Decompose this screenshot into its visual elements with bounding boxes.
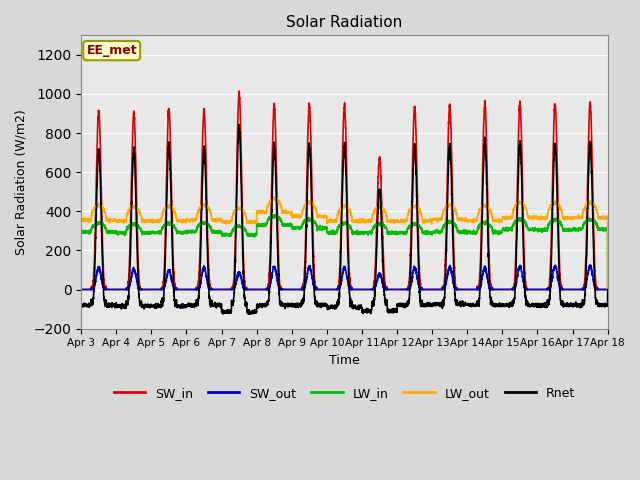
- SW_in: [433, 287, 441, 292]
- SW_out: [586, 262, 594, 268]
- Line: LW_in: LW_in: [81, 215, 608, 289]
- Line: LW_out: LW_out: [81, 197, 608, 289]
- SW_in: [604, 287, 612, 292]
- SW_out: [172, 286, 180, 291]
- Rnet: [433, 300, 441, 306]
- LW_in: [604, 227, 611, 232]
- Rnet: [246, 312, 254, 317]
- SW_in: [77, 287, 85, 292]
- LW_in: [604, 287, 612, 292]
- LW_out: [492, 217, 500, 223]
- Rnet: [604, 303, 611, 309]
- LW_in: [492, 230, 500, 236]
- Line: Rnet: Rnet: [81, 124, 608, 314]
- SW_out: [77, 287, 85, 292]
- LW_out: [604, 214, 611, 219]
- Rnet: [325, 303, 333, 309]
- SW_in: [324, 287, 332, 292]
- LW_out: [463, 216, 470, 221]
- SW_in: [604, 287, 611, 292]
- SW_out: [433, 287, 441, 292]
- Rnet: [492, 303, 500, 309]
- Title: Solar Radiation: Solar Radiation: [286, 15, 403, 30]
- LW_in: [433, 227, 441, 232]
- Line: SW_in: SW_in: [81, 91, 608, 289]
- SW_in: [492, 287, 500, 292]
- LW_out: [324, 220, 332, 226]
- SW_in: [463, 287, 470, 292]
- Line: SW_out: SW_out: [81, 265, 608, 289]
- LW_out: [77, 217, 85, 223]
- Rnet: [77, 301, 85, 307]
- Rnet: [463, 301, 470, 307]
- LW_in: [324, 229, 332, 235]
- LW_out: [604, 287, 612, 292]
- X-axis label: Time: Time: [329, 354, 360, 367]
- Rnet: [235, 121, 243, 127]
- LW_in: [463, 230, 470, 236]
- SW_out: [604, 287, 612, 292]
- SW_out: [462, 287, 470, 292]
- SW_out: [604, 287, 611, 292]
- LW_out: [172, 211, 180, 217]
- LW_out: [433, 215, 441, 221]
- SW_in: [235, 88, 243, 94]
- LW_in: [273, 212, 280, 217]
- SW_out: [324, 287, 332, 292]
- LW_in: [172, 226, 180, 231]
- SW_in: [172, 287, 180, 292]
- Rnet: [604, 287, 612, 292]
- SW_out: [492, 287, 500, 292]
- Text: EE_met: EE_met: [86, 44, 137, 57]
- LW_out: [269, 194, 277, 200]
- LW_in: [77, 230, 85, 236]
- Legend: SW_in, SW_out, LW_in, LW_out, Rnet: SW_in, SW_out, LW_in, LW_out, Rnet: [109, 382, 580, 405]
- Y-axis label: Solar Radiation (W/m2): Solar Radiation (W/m2): [15, 109, 28, 255]
- Rnet: [172, 302, 180, 308]
